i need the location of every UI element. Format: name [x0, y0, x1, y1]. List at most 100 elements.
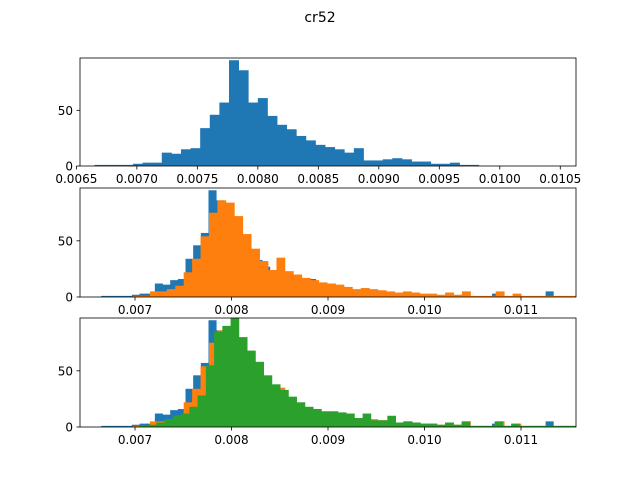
histogram-bar-blue — [162, 284, 171, 297]
histogram-bar-blue — [94, 164, 105, 166]
histogram-bar-blue — [545, 421, 554, 427]
histogram-bar-green — [453, 424, 462, 427]
histogram-bar-green — [436, 424, 446, 427]
x-tick-label: 0.009 — [311, 433, 345, 447]
figure-title: cr52 — [304, 10, 335, 26]
x-tick-label: 0.010 — [407, 433, 441, 447]
histogram-bar-blue — [131, 294, 140, 297]
histogram-bar-blue — [286, 129, 297, 166]
y-tick-label: 50 — [58, 104, 73, 118]
bars-group — [101, 318, 576, 427]
histogram-bar-orange — [133, 295, 142, 297]
histogram-bar-blue — [430, 163, 441, 166]
histogram-bar-green — [222, 325, 231, 427]
histogram-bar-orange — [419, 293, 429, 297]
histogram-bar-blue — [325, 147, 336, 166]
histogram-bar-blue — [131, 424, 140, 427]
histogram-bar-blue — [334, 149, 345, 166]
bars-group — [94, 60, 480, 166]
histogram-bar-orange — [386, 291, 395, 297]
histogram-bar-green — [197, 395, 207, 427]
histogram-bar-orange — [293, 274, 303, 297]
histogram-bar-blue — [108, 295, 117, 297]
histogram-bar-orange — [166, 289, 176, 297]
histogram-bar-orange — [318, 282, 328, 297]
histogram-bar-green — [568, 425, 576, 427]
x-tick-label: 0.010 — [407, 303, 441, 317]
histogram-bar-orange — [158, 291, 168, 297]
histogram-bar-orange — [234, 216, 244, 297]
histogram-bar-green — [511, 423, 520, 427]
histogram-bar-green — [379, 420, 388, 427]
histogram-bar-blue — [101, 295, 110, 297]
histogram-bar-orange — [428, 293, 438, 297]
histogram-bar-green — [181, 413, 190, 427]
y-tick-label: 0 — [65, 291, 73, 305]
histogram-bar-orange — [183, 272, 193, 297]
histogram-bar-green — [238, 337, 248, 427]
histogram-bar-green — [519, 425, 529, 427]
histogram-bar-green — [172, 415, 182, 427]
histogram-bar-blue — [101, 425, 110, 427]
y-tick-label: 50 — [58, 364, 73, 378]
histogram-bar-green — [337, 412, 347, 427]
x-tick-label: 0.0080 — [237, 172, 279, 186]
histogram-bar-blue — [113, 164, 124, 166]
histogram-bar-blue — [449, 162, 460, 166]
histogram-bar-orange — [411, 292, 421, 297]
histogram-bar-orange — [521, 295, 530, 297]
histogram-bar-green — [362, 413, 372, 427]
histogram-bar-blue — [200, 128, 211, 166]
histogram-bar-blue — [545, 291, 554, 297]
histogram-bar-green — [494, 421, 504, 427]
histogram-bar-blue — [170, 280, 179, 297]
histogram-bar-blue — [238, 70, 249, 166]
histogram-bar-blue — [124, 295, 133, 297]
histogram-bar-orange — [251, 248, 260, 297]
histogram-bar-orange — [268, 270, 277, 297]
x-tick-label: 0.0090 — [358, 172, 400, 186]
histogram-bar-orange — [301, 277, 311, 297]
histogram-bar-orange — [217, 200, 227, 297]
histogram-bar-orange — [284, 271, 294, 297]
histogram-bar-green — [255, 361, 264, 427]
histogram-bar-orange — [327, 283, 336, 297]
x-tick-label: 0.011 — [504, 433, 538, 447]
bars-group — [101, 190, 576, 297]
histogram-bar-blue — [116, 295, 125, 297]
histogram-bar-blue — [401, 159, 412, 166]
histogram-bar-orange — [242, 234, 252, 297]
x-tick-label: 0.0095 — [418, 172, 460, 186]
histogram-bar-orange — [335, 284, 345, 297]
histogram-bar-orange — [352, 289, 362, 297]
histogram-bar-green — [469, 425, 479, 427]
histogram-bar-green — [544, 425, 553, 427]
histogram-bar-green — [156, 422, 165, 427]
histogram-bar-green — [288, 396, 297, 427]
histogram-bar-orange — [310, 280, 320, 297]
x-tick-label: 0.007 — [118, 303, 152, 317]
histogram-bar-blue — [363, 160, 374, 166]
histogram-bar-green — [313, 409, 322, 427]
histogram-bar-orange — [436, 294, 446, 297]
histogram-bar-orange — [402, 291, 412, 297]
histogram-bar-green — [486, 425, 495, 427]
histogram-bar-orange — [225, 202, 235, 297]
axes-frame — [79, 57, 577, 167]
histogram-bar-orange — [276, 257, 286, 297]
x-tick-label: 0.0085 — [297, 172, 339, 186]
histogram-bar-blue — [248, 102, 259, 166]
histogram-bar-green — [502, 425, 512, 427]
x-tick-label: 0.0065 — [55, 172, 97, 186]
histogram-bar-blue — [296, 135, 307, 166]
histogram-bar-green — [403, 421, 413, 427]
histogram-bar-orange — [478, 295, 488, 297]
histogram-bar-green — [412, 422, 421, 427]
histogram-bar-orange — [343, 286, 353, 297]
histogram-bar-orange — [445, 292, 454, 297]
histogram-bar-orange — [377, 290, 387, 297]
histogram-bar-blue — [382, 159, 393, 166]
histogram-bar-blue — [315, 144, 326, 166]
x-tick-label: 0.0105 — [539, 172, 581, 186]
